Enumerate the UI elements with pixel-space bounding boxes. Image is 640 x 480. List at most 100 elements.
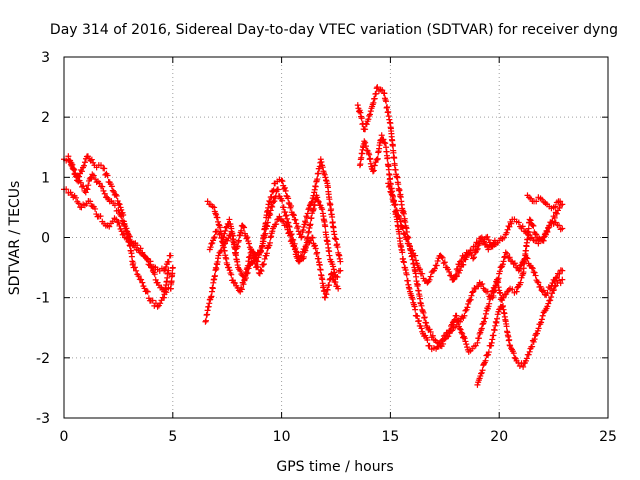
data-point xyxy=(548,293,555,300)
data-point xyxy=(321,171,328,178)
data-point xyxy=(412,257,419,264)
data-point xyxy=(138,276,145,283)
data-point xyxy=(85,182,92,189)
data-point xyxy=(426,342,433,349)
data-point xyxy=(108,183,115,190)
data-point xyxy=(457,267,464,274)
data-point xyxy=(556,270,563,277)
data-point xyxy=(337,258,344,265)
data-point xyxy=(317,156,324,163)
data-point xyxy=(502,249,509,256)
data-point xyxy=(506,254,513,261)
data-point xyxy=(322,223,329,230)
data-point xyxy=(113,192,120,199)
data-point xyxy=(225,235,232,242)
data-point xyxy=(434,258,441,265)
data-point xyxy=(417,266,424,273)
data-point xyxy=(499,261,506,268)
data-point xyxy=(282,187,289,194)
data-point xyxy=(446,268,453,275)
data-point xyxy=(254,264,261,271)
data-point xyxy=(409,296,416,303)
data-point xyxy=(373,90,380,97)
data-point xyxy=(508,345,515,352)
data-point xyxy=(217,224,224,231)
data-point xyxy=(79,168,86,175)
data-point xyxy=(462,338,469,345)
data-point xyxy=(288,203,295,210)
data-point xyxy=(532,272,539,279)
data-point xyxy=(464,304,471,311)
data-point xyxy=(559,225,566,232)
data-point xyxy=(92,205,99,212)
data-point xyxy=(445,266,452,273)
data-point xyxy=(330,263,337,270)
data-point xyxy=(260,261,267,268)
data-point xyxy=(330,266,337,273)
data-point xyxy=(420,309,427,316)
data-point xyxy=(100,187,107,194)
data-point xyxy=(557,198,564,205)
data-point xyxy=(490,292,497,299)
data-point xyxy=(415,317,422,324)
data-point xyxy=(382,140,389,147)
data-point xyxy=(531,336,538,343)
data-point xyxy=(260,261,267,268)
data-point xyxy=(378,132,385,139)
data-point xyxy=(300,227,307,234)
data-point xyxy=(399,225,406,232)
data-point xyxy=(240,281,247,288)
data-point xyxy=(486,300,493,307)
data-point xyxy=(306,205,313,212)
data-point xyxy=(447,328,454,335)
data-point xyxy=(67,189,74,196)
data-point xyxy=(301,246,308,253)
x-tick-label: 15 xyxy=(381,429,399,445)
data-point xyxy=(504,250,511,257)
data-point xyxy=(279,197,286,204)
data-point xyxy=(269,203,276,210)
data-point xyxy=(78,204,85,211)
data-point xyxy=(116,222,123,229)
data-point xyxy=(535,325,542,332)
data-point xyxy=(475,335,482,342)
data-point xyxy=(280,218,287,225)
data-point xyxy=(504,288,511,295)
data-point xyxy=(528,264,535,271)
data-point xyxy=(70,165,77,172)
data-point xyxy=(469,289,476,296)
data-point xyxy=(303,213,310,220)
data-point xyxy=(440,340,447,347)
data-point xyxy=(541,233,548,240)
data-point xyxy=(553,274,560,281)
data-point xyxy=(370,99,377,106)
data-point xyxy=(80,183,87,190)
data-point xyxy=(496,268,503,275)
data-point xyxy=(524,236,531,243)
data-point xyxy=(463,341,470,348)
data-point xyxy=(310,192,317,199)
data-point xyxy=(99,183,106,190)
data-point xyxy=(210,235,217,242)
data-point xyxy=(484,233,491,240)
data-point xyxy=(470,288,477,295)
data-point xyxy=(424,337,431,344)
data-point xyxy=(74,177,81,184)
data-point xyxy=(429,332,436,339)
data-point xyxy=(557,280,564,287)
data-point xyxy=(501,254,508,261)
data-point xyxy=(529,265,536,272)
data-point xyxy=(226,267,233,274)
data-point xyxy=(458,257,465,264)
data-point xyxy=(421,314,428,321)
data-point xyxy=(315,198,322,205)
data-point xyxy=(482,357,489,364)
data-point xyxy=(559,267,566,274)
data-point xyxy=(81,159,88,166)
data-point xyxy=(215,252,222,259)
data-point xyxy=(506,336,513,343)
data-point xyxy=(209,285,216,292)
data-point xyxy=(458,329,465,336)
data-point xyxy=(482,315,489,322)
data-point xyxy=(228,271,235,278)
